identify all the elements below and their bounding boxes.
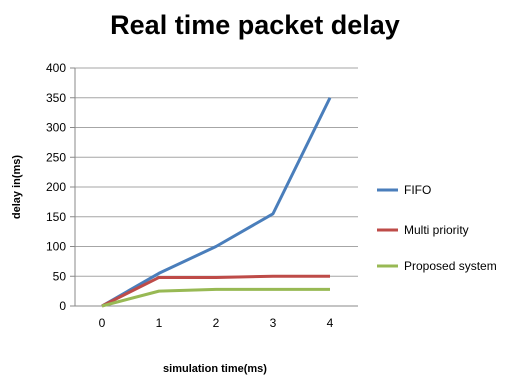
- series-line-fifo: [101, 97, 332, 308]
- y-tick-label: 250: [46, 150, 66, 164]
- x-axis-ticks: 0 1 2 3 4: [99, 316, 334, 330]
- x-tick-label: 1: [156, 316, 163, 330]
- series-line-multi-priority: [101, 274, 330, 308]
- x-tick-label: 4: [327, 316, 334, 330]
- y-tick-label: 300: [46, 121, 66, 135]
- gridlines: [70, 67, 358, 307]
- x-tick-label: 0: [99, 316, 106, 330]
- legend: FIFO Multi priority Proposed system: [377, 183, 497, 273]
- y-tick-label: 200: [46, 180, 66, 194]
- series-lines: [101, 97, 332, 308]
- chart-title: Real time packet delay: [110, 10, 400, 40]
- series-line-proposed-system: [101, 287, 330, 308]
- y-axis-ticks: 0 50 100 150 200 250 300 350 400: [46, 61, 66, 313]
- x-tick-label: 2: [213, 316, 220, 330]
- legend-label-multi-priority: Multi priority: [404, 223, 469, 237]
- legend-label-fifo: FIFO: [404, 183, 431, 197]
- x-tick-label: 3: [270, 316, 277, 330]
- y-tick-label: 50: [53, 269, 67, 283]
- x-axis-label: simulation time(ms): [163, 363, 267, 375]
- legend-label-proposed-system: Proposed system: [404, 259, 497, 273]
- y-tick-label: 350: [46, 91, 66, 105]
- y-tick-label: 100: [46, 240, 66, 254]
- y-tick-label: 400: [46, 61, 66, 75]
- y-tick-label: 0: [59, 299, 66, 313]
- y-tick-label: 150: [46, 210, 66, 224]
- y-axis-label: delay in(ms): [11, 155, 23, 220]
